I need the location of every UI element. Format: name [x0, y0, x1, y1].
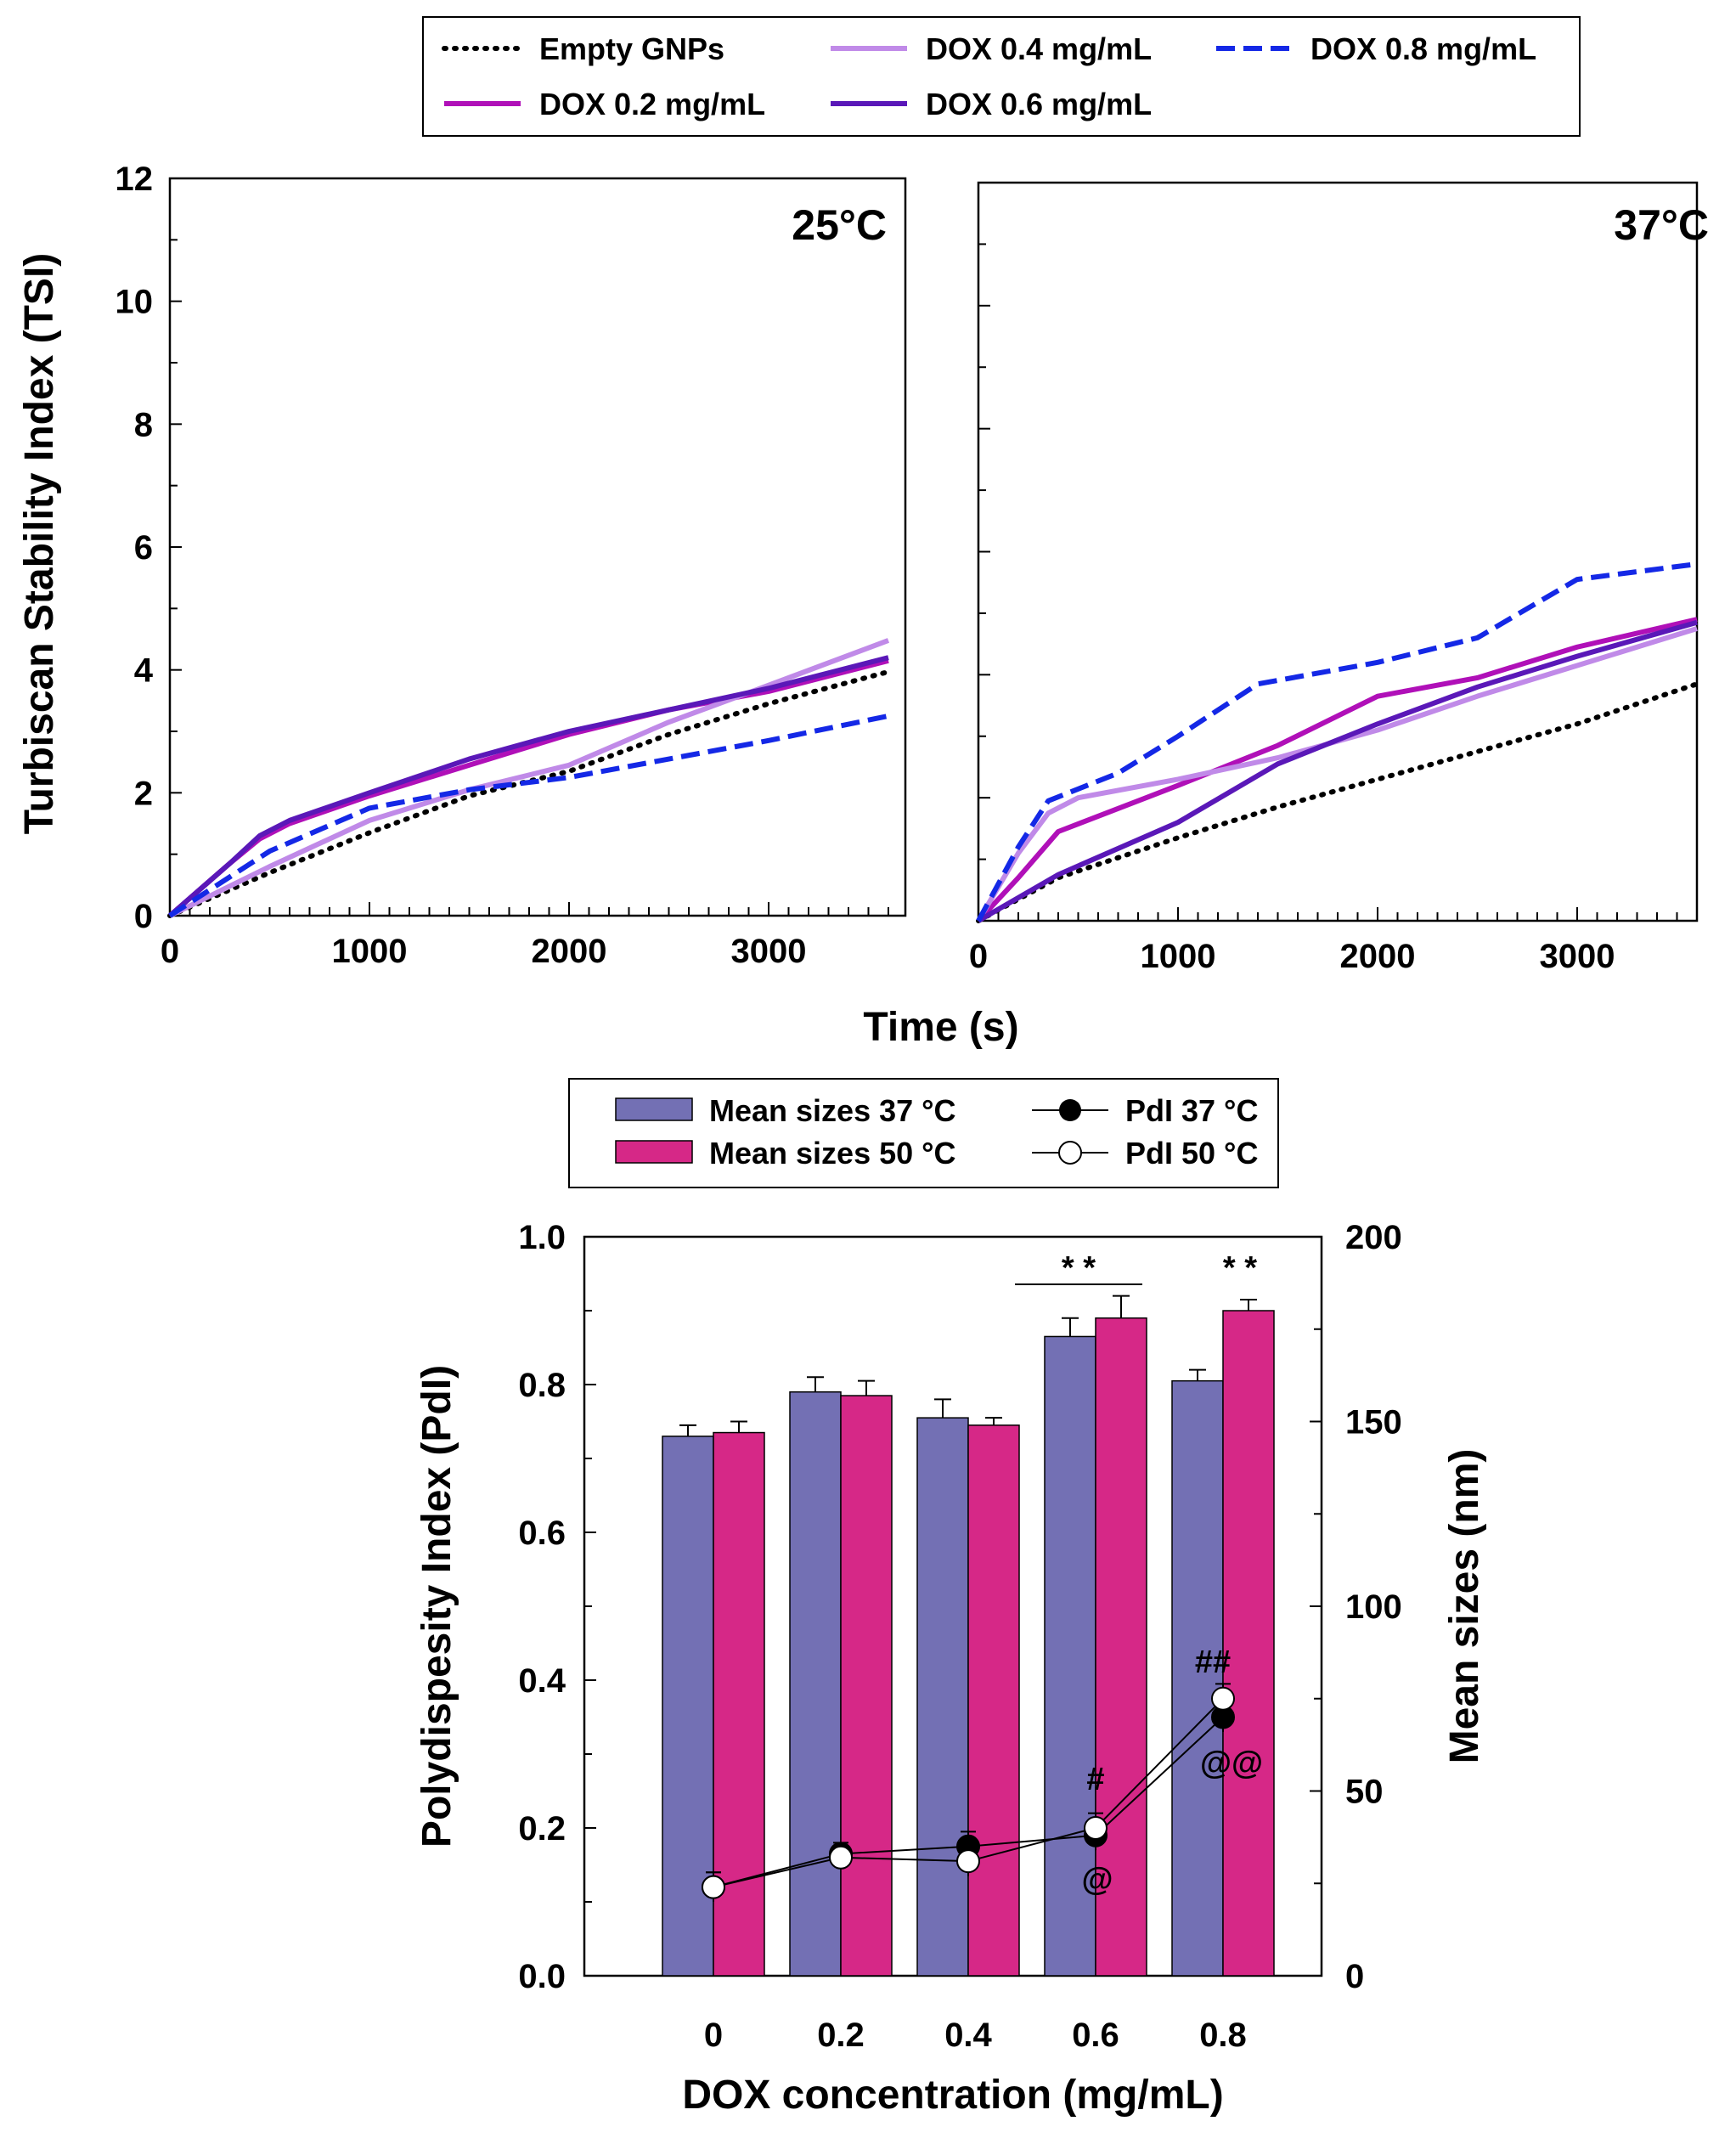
x-tick-label: 3000 [1540, 938, 1615, 975]
legend-swatch-mean-50 [615, 1140, 693, 1164]
dox-x-tick-label: 0.8 [1199, 2017, 1247, 2054]
dox-x-tick-label: 0.4 [944, 2017, 992, 2054]
series-line-dox-0-8-mg-ml [976, 561, 1698, 922]
mean-size-y2-tick-label: 100 [1345, 1588, 1402, 1626]
y-tick-label: 0 [134, 898, 153, 935]
bar-mean-50 [1222, 1310, 1275, 1977]
x-tick-label: 2000 [532, 933, 607, 970]
mean-size-y2-tick-label: 0 [1345, 1958, 1364, 1995]
dox-x-tick-label: 0.6 [1072, 2017, 1119, 2054]
y-tick-label: 2 [134, 775, 153, 812]
series-line-dox-0-6-mg-ml [977, 619, 1698, 923]
x-tick-label: 1000 [1141, 938, 1216, 975]
mean-size-y2-axis-label: Mean sizes (nm) [1442, 1449, 1487, 1764]
bottom-legend: Mean sizes 37 °C Mean sizes 50 °C PdI 37… [568, 1078, 1279, 1188]
series-line-dox-0-4-mg-ml [168, 638, 890, 918]
y-tick-label: 12 [116, 161, 154, 198]
dox-x-tick-label: 0 [704, 2017, 723, 2054]
x-tick-label: 3000 [731, 933, 807, 970]
legend-marker-pdi-37 [1059, 1099, 1081, 1121]
time-x-axis-label: Time (s) [863, 1005, 1018, 1050]
bar-mean-37 [789, 1391, 842, 1977]
mean-size-y2-tick-label: 150 [1345, 1404, 1402, 1441]
hash-marker-08: ## [1195, 1644, 1231, 1680]
bar-mean-50 [840, 1395, 893, 1977]
pdi-marker-50 [956, 1849, 980, 1874]
series-line-dox-0-6-mg-ml [168, 655, 889, 918]
legend-label-pdi-50: PdI 50 °C [1125, 1136, 1258, 1171]
bar-mean-37 [916, 1417, 969, 1977]
at-marker-06: @ [1081, 1862, 1113, 1898]
legend-label-mean-50: Mean sizes 50 °C [709, 1136, 956, 1171]
legend-label-pdi-37: PdI 37 °C [1125, 1093, 1258, 1128]
series-line-dox-0-2-mg-ml [168, 657, 889, 918]
top-legend-box [422, 16, 1581, 137]
mean-size-y2-tick-label: 200 [1345, 1219, 1402, 1256]
series-line-dox-0-2-mg-ml [976, 617, 1698, 923]
bar-mean-37 [1171, 1379, 1224, 1977]
y-tick-label: 6 [134, 529, 153, 567]
legend-label-dox-08: DOX 0.8 mg/mL [1310, 31, 1536, 66]
panel-25c-title: 25°C [792, 201, 887, 249]
pdi-marker-50 [1211, 1686, 1235, 1711]
top-legend: Empty GNPs DOX 0.4 mg/mL DOX 0.8 mg/mL D… [422, 16, 1581, 137]
series-line-dox-0-4-mg-ml [976, 626, 1698, 922]
series-line-empty-gnps [167, 668, 891, 918]
tsi-y-axis-label: Turbiscan Stability Index (TSI) [17, 253, 62, 835]
legend-swatch-mean-37 [615, 1097, 693, 1121]
at-marker-08: @@ [1200, 1746, 1263, 1781]
x-tick-label: 0 [161, 933, 179, 970]
bar-mean-50 [713, 1431, 765, 1977]
bottom-legend-box [568, 1078, 1279, 1188]
pdi-marker-50 [829, 1845, 853, 1870]
series-line-empty-gnps [976, 681, 1699, 923]
x-tick-label: 2000 [1340, 938, 1416, 975]
panel-37c-title: 37°C [1614, 201, 1709, 249]
y-tick-label: 8 [134, 406, 153, 443]
pdi-y-tick-label: 0.4 [518, 1662, 566, 1700]
mean-size-y2-tick-label: 50 [1345, 1774, 1384, 1811]
bar-mean-50 [1095, 1317, 1147, 1977]
legend-label-mean-37: Mean sizes 37 °C [709, 1093, 956, 1128]
hash-marker-06: # [1086, 1762, 1104, 1797]
pdi-y-tick-label: 1.0 [518, 1219, 566, 1256]
dox-x-tick-label: 0.2 [817, 2017, 865, 2054]
significance-stars-06: * * [1062, 1250, 1096, 1286]
series-line-dox-0-8-mg-ml [168, 713, 889, 918]
legend-label-dox-06: DOX 0.6 mg/mL [926, 87, 1152, 121]
y-tick-label: 10 [116, 284, 154, 321]
pdi-y-axis-label: Polydispesity Index (PdI) [414, 1365, 459, 1847]
dox-x-axis-label: DOX concentration (mg/mL) [682, 2073, 1223, 2118]
legend-marker-pdi-50 [1058, 1141, 1082, 1165]
bar-mean-50 [967, 1424, 1020, 1977]
pdi-y-tick-label: 0.0 [518, 1958, 566, 1995]
panel-25c-frame [168, 177, 907, 917]
x-tick-label: 0 [969, 938, 988, 975]
y-tick-label: 4 [134, 652, 154, 690]
pdi-y-tick-label: 0.6 [518, 1515, 566, 1552]
pdi-y-tick-label: 0.2 [518, 1810, 566, 1847]
x-tick-label: 1000 [332, 933, 408, 970]
panel-37c-frame [977, 181, 1699, 922]
pdi-marker-50 [702, 1875, 725, 1899]
legend-label-empty-gnps: Empty GNPs [539, 31, 724, 66]
pdi-marker-50 [1084, 1816, 1108, 1840]
pdi-y-tick-label: 0.8 [518, 1367, 566, 1404]
legend-label-dox-04: DOX 0.4 mg/mL [926, 31, 1152, 66]
significance-stars-08: * * [1223, 1250, 1257, 1286]
bar-mean-37 [1044, 1335, 1096, 1977]
legend-label-dox-02: DOX 0.2 mg/mL [539, 87, 765, 121]
